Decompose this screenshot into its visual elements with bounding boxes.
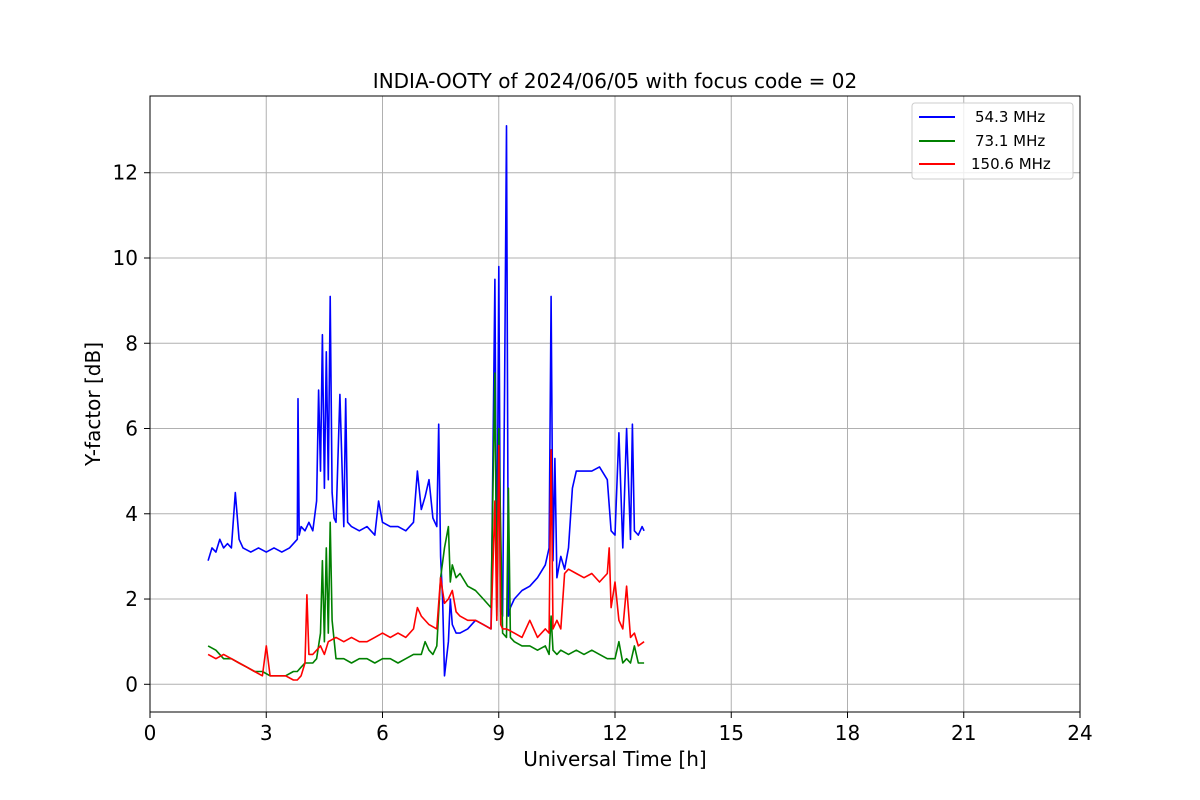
legend-label-73mhz: 73.1 MHz xyxy=(975,132,1045,150)
legend-label-54mhz: 54.3 MHz xyxy=(975,108,1045,126)
x-tick-label-9: 9 xyxy=(492,721,505,745)
x-tick-label-18: 18 xyxy=(835,721,860,745)
x-tick-label-24: 24 xyxy=(1067,721,1092,745)
x-tick-label-6: 6 xyxy=(376,721,389,745)
series-lines xyxy=(207,125,645,681)
y-axis-title: Y-factor [dB] xyxy=(81,342,105,467)
y-tick-label-2: 2 xyxy=(125,587,138,611)
x-tick-label-15: 15 xyxy=(719,721,744,745)
x-tick-label-12: 12 xyxy=(602,721,627,745)
series-line-54mhz xyxy=(207,125,645,677)
series-line-73mhz xyxy=(207,372,645,677)
x-tick-label-21: 21 xyxy=(951,721,976,745)
y-tick-label-0: 0 xyxy=(125,672,138,696)
y-tick-label-10: 10 xyxy=(113,246,138,270)
y-tick-label-4: 4 xyxy=(125,502,138,526)
series-line-150mhz xyxy=(207,444,645,681)
x-tick-label-0: 0 xyxy=(144,721,157,745)
legend-box xyxy=(911,102,1074,180)
legend: 54.3 MHz 73.1 MHz 150.6 MHz xyxy=(911,102,1074,180)
y-tick-label-6: 6 xyxy=(125,417,138,441)
x-tick-label-3: 3 xyxy=(260,721,273,745)
x-axis-title: Universal Time [h] xyxy=(523,747,706,771)
legend-label-150mhz: 150.6 MHz xyxy=(971,155,1051,173)
y-tick-label-8: 8 xyxy=(125,331,138,355)
y-tick-label-12: 12 xyxy=(113,161,138,185)
chart-title: INDIA-OOTY of 2024/06/05 with focus code… xyxy=(373,69,857,93)
